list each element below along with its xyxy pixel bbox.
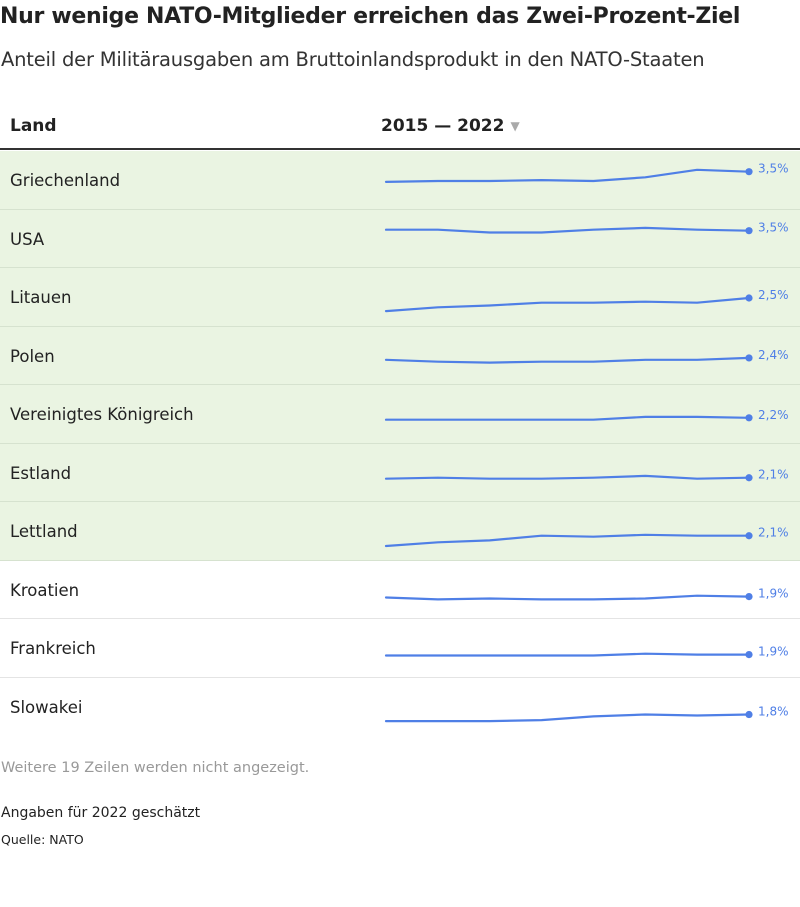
sparkline: 2,4% bbox=[384, 347, 789, 364]
header-divider bbox=[0, 148, 800, 150]
country-name: Frankreich bbox=[10, 639, 96, 658]
sparkline-value-label: 2,5% bbox=[758, 288, 789, 302]
sparkline-series-line bbox=[384, 533, 751, 548]
table-row[interactable]: Lettland 2,1% bbox=[0, 502, 800, 561]
table-row[interactable]: Kroatien 1,9% bbox=[0, 561, 800, 619]
estimate-note: Angaben für 2022 geschätzt bbox=[1, 805, 201, 821]
sparkline-value-label: 2,2% bbox=[758, 408, 789, 422]
sparkline: 2,1% bbox=[384, 526, 789, 548]
sparkline-series-line bbox=[384, 168, 751, 183]
more-rows-note: Weitere 19 Zeilen werden nicht angezeigt… bbox=[1, 760, 310, 776]
table-row[interactable]: USA 3,5% bbox=[0, 209, 800, 268]
sparkline-value-label: 1,9% bbox=[758, 645, 789, 659]
sparkline-value-label: 3,5% bbox=[758, 220, 789, 234]
table-header: Land 2015 — 2022 ▼ bbox=[0, 104, 800, 150]
sparkline-end-point bbox=[745, 168, 753, 176]
sparkline: 3,5% bbox=[384, 220, 789, 234]
sparkline-series-line bbox=[384, 594, 751, 601]
source-note: Quelle: NATO bbox=[1, 832, 84, 847]
column-header-years[interactable]: 2015 — 2022 ▼ bbox=[381, 116, 520, 136]
sparkline-end-point bbox=[745, 294, 753, 302]
sparkline: 2,2% bbox=[384, 408, 789, 422]
sparkline: 1,9% bbox=[384, 586, 789, 601]
country-name: Griechenland bbox=[10, 171, 121, 190]
sparkline-end-point bbox=[745, 532, 753, 540]
chart-title: Nur wenige NATO-Mitglieder erreichen das… bbox=[0, 4, 741, 29]
sparkline-end-point bbox=[745, 473, 753, 481]
table-body: Griechenland 3,5% USA 3,5% Litauen 2,5% Polen 2… bbox=[0, 151, 800, 736]
table-row[interactable]: Estland 2,1% bbox=[0, 443, 800, 502]
country-name: Kroatien bbox=[10, 580, 80, 600]
column-header-years-label: 2015 — 2022 bbox=[381, 116, 505, 136]
country-name: Polen bbox=[10, 346, 55, 366]
sparkline-series-line bbox=[384, 356, 751, 364]
sparkline-end-point bbox=[745, 414, 753, 422]
sparkline: 1,9% bbox=[384, 645, 789, 659]
table-row[interactable]: Litauen 2,5% bbox=[0, 268, 800, 327]
sparkline-series-line bbox=[384, 226, 751, 234]
sparkline-end-point bbox=[745, 226, 753, 234]
sparkline-value-label: 3,5% bbox=[758, 162, 789, 176]
country-name: Lettland bbox=[10, 522, 78, 541]
sparkline: 1,8% bbox=[384, 704, 789, 722]
sparkline-end-point bbox=[745, 710, 753, 718]
country-name: Litauen bbox=[10, 288, 72, 307]
sparkline: 2,1% bbox=[384, 467, 789, 481]
sparkline-series-line bbox=[384, 296, 751, 313]
sparkline: 3,5% bbox=[384, 162, 789, 183]
sparkline-value-label: 1,8% bbox=[758, 704, 789, 718]
country-name: Slowakei bbox=[10, 697, 83, 717]
country-name: USA bbox=[10, 229, 45, 249]
sparkline-value-label: 2,1% bbox=[758, 526, 789, 540]
sort-down-icon[interactable]: ▼ bbox=[510, 119, 520, 133]
table-row[interactable]: Slowakei 1,8% bbox=[0, 678, 800, 737]
sparkline: 2,5% bbox=[384, 288, 789, 313]
sparkline-value-label: 2,4% bbox=[758, 347, 789, 361]
sparkline-end-point bbox=[745, 651, 753, 659]
table-row[interactable]: Vereinigtes Königreich 2,2% bbox=[0, 385, 800, 444]
sparkline-end-point bbox=[745, 353, 753, 362]
sparkline-end-point bbox=[745, 592, 753, 600]
chart-subtitle: Anteil der Militärausgaben am Bruttoinla… bbox=[1, 48, 705, 71]
sparkline-value-label: 1,9% bbox=[758, 586, 789, 600]
table-row[interactable]: Griechenland 3,5% bbox=[0, 151, 800, 210]
country-name: Estland bbox=[10, 463, 72, 483]
sparkline-series-line bbox=[384, 652, 751, 657]
sparkline-series-line bbox=[384, 474, 751, 480]
table-row[interactable]: Frankreich 1,9% bbox=[0, 619, 800, 678]
sparkline-series-line bbox=[384, 415, 751, 421]
sparkline-value-label: 2,1% bbox=[758, 467, 789, 481]
country-name: Vereinigtes Königreich bbox=[10, 405, 194, 424]
sparkline-series-line bbox=[384, 712, 751, 722]
table-row[interactable]: Polen 2,4% bbox=[0, 326, 800, 385]
column-header-land[interactable]: Land bbox=[10, 116, 57, 136]
